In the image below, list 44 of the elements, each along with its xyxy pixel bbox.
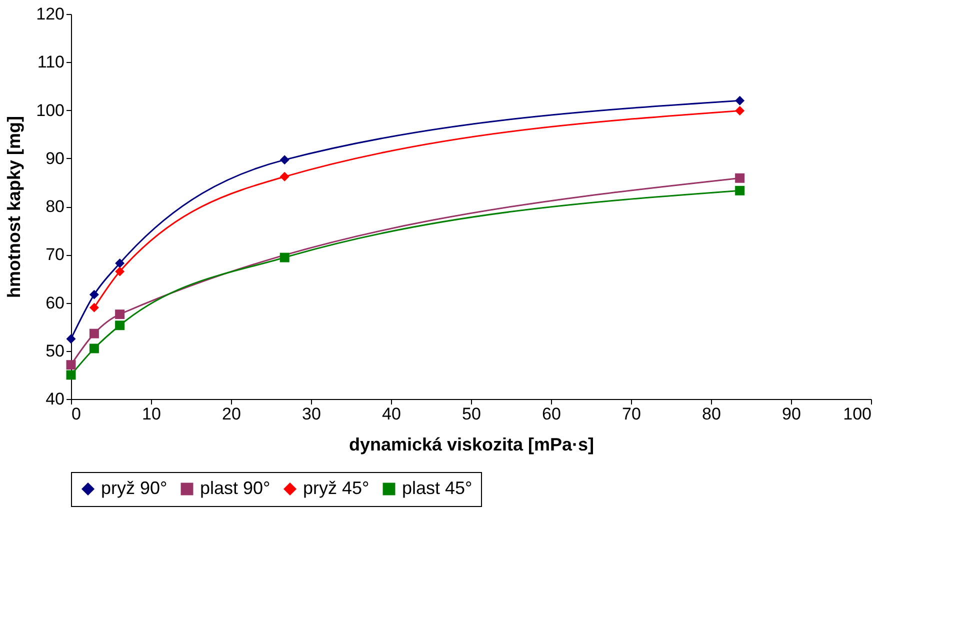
- y-tick-label: 100: [36, 100, 64, 120]
- x-tick-label: 20: [222, 404, 241, 424]
- y-tick-label: 120: [36, 4, 64, 24]
- point: [280, 172, 290, 182]
- y-tick-label: 110: [37, 52, 64, 72]
- y-tick-label: 40: [46, 390, 64, 408]
- point: [280, 155, 290, 165]
- point: [89, 290, 99, 300]
- point: [66, 334, 76, 344]
- x-tick-label: 40: [382, 404, 401, 424]
- point: [115, 258, 125, 268]
- point: [735, 186, 745, 196]
- y-tick-label: 60: [46, 293, 64, 312]
- point: [115, 310, 125, 320]
- point: [89, 302, 99, 312]
- x-tick-label: 30: [302, 404, 321, 424]
- y-tick-label: 70: [46, 245, 64, 264]
- x-tick-label: 10: [142, 404, 161, 424]
- x-tick-label: 80: [702, 404, 721, 424]
- y-tick-label: 80: [46, 197, 64, 216]
- x-tick-label: 100: [843, 404, 872, 424]
- point: [115, 320, 125, 330]
- x-tick-label: 70: [622, 404, 641, 424]
- x-tick-label: 0: [72, 404, 81, 424]
- y-axis-title: hmotnost kapky [mg]: [4, 116, 24, 298]
- legend-label: plast 45°: [402, 478, 472, 498]
- point: [89, 328, 99, 338]
- point: [89, 344, 99, 354]
- point: [280, 252, 290, 262]
- point: [735, 173, 745, 183]
- x-axis-title: dynamická viskozita [mPa·s]: [348, 434, 594, 454]
- legend-label: plast 90°: [200, 478, 270, 498]
- point: [66, 370, 76, 380]
- legend-label: pryž 45°: [303, 478, 370, 498]
- y-tick-label: 50: [46, 341, 64, 360]
- point: [735, 106, 745, 116]
- point: [735, 96, 745, 106]
- x-tick-label: 90: [782, 404, 801, 424]
- x-tick-label: 50: [462, 404, 481, 424]
- point: [66, 360, 76, 370]
- legend-label: pryž 90°: [101, 478, 168, 498]
- x-tick-label: 60: [542, 404, 561, 424]
- y-tick-label: 90: [46, 148, 64, 168]
- point: [115, 266, 125, 276]
